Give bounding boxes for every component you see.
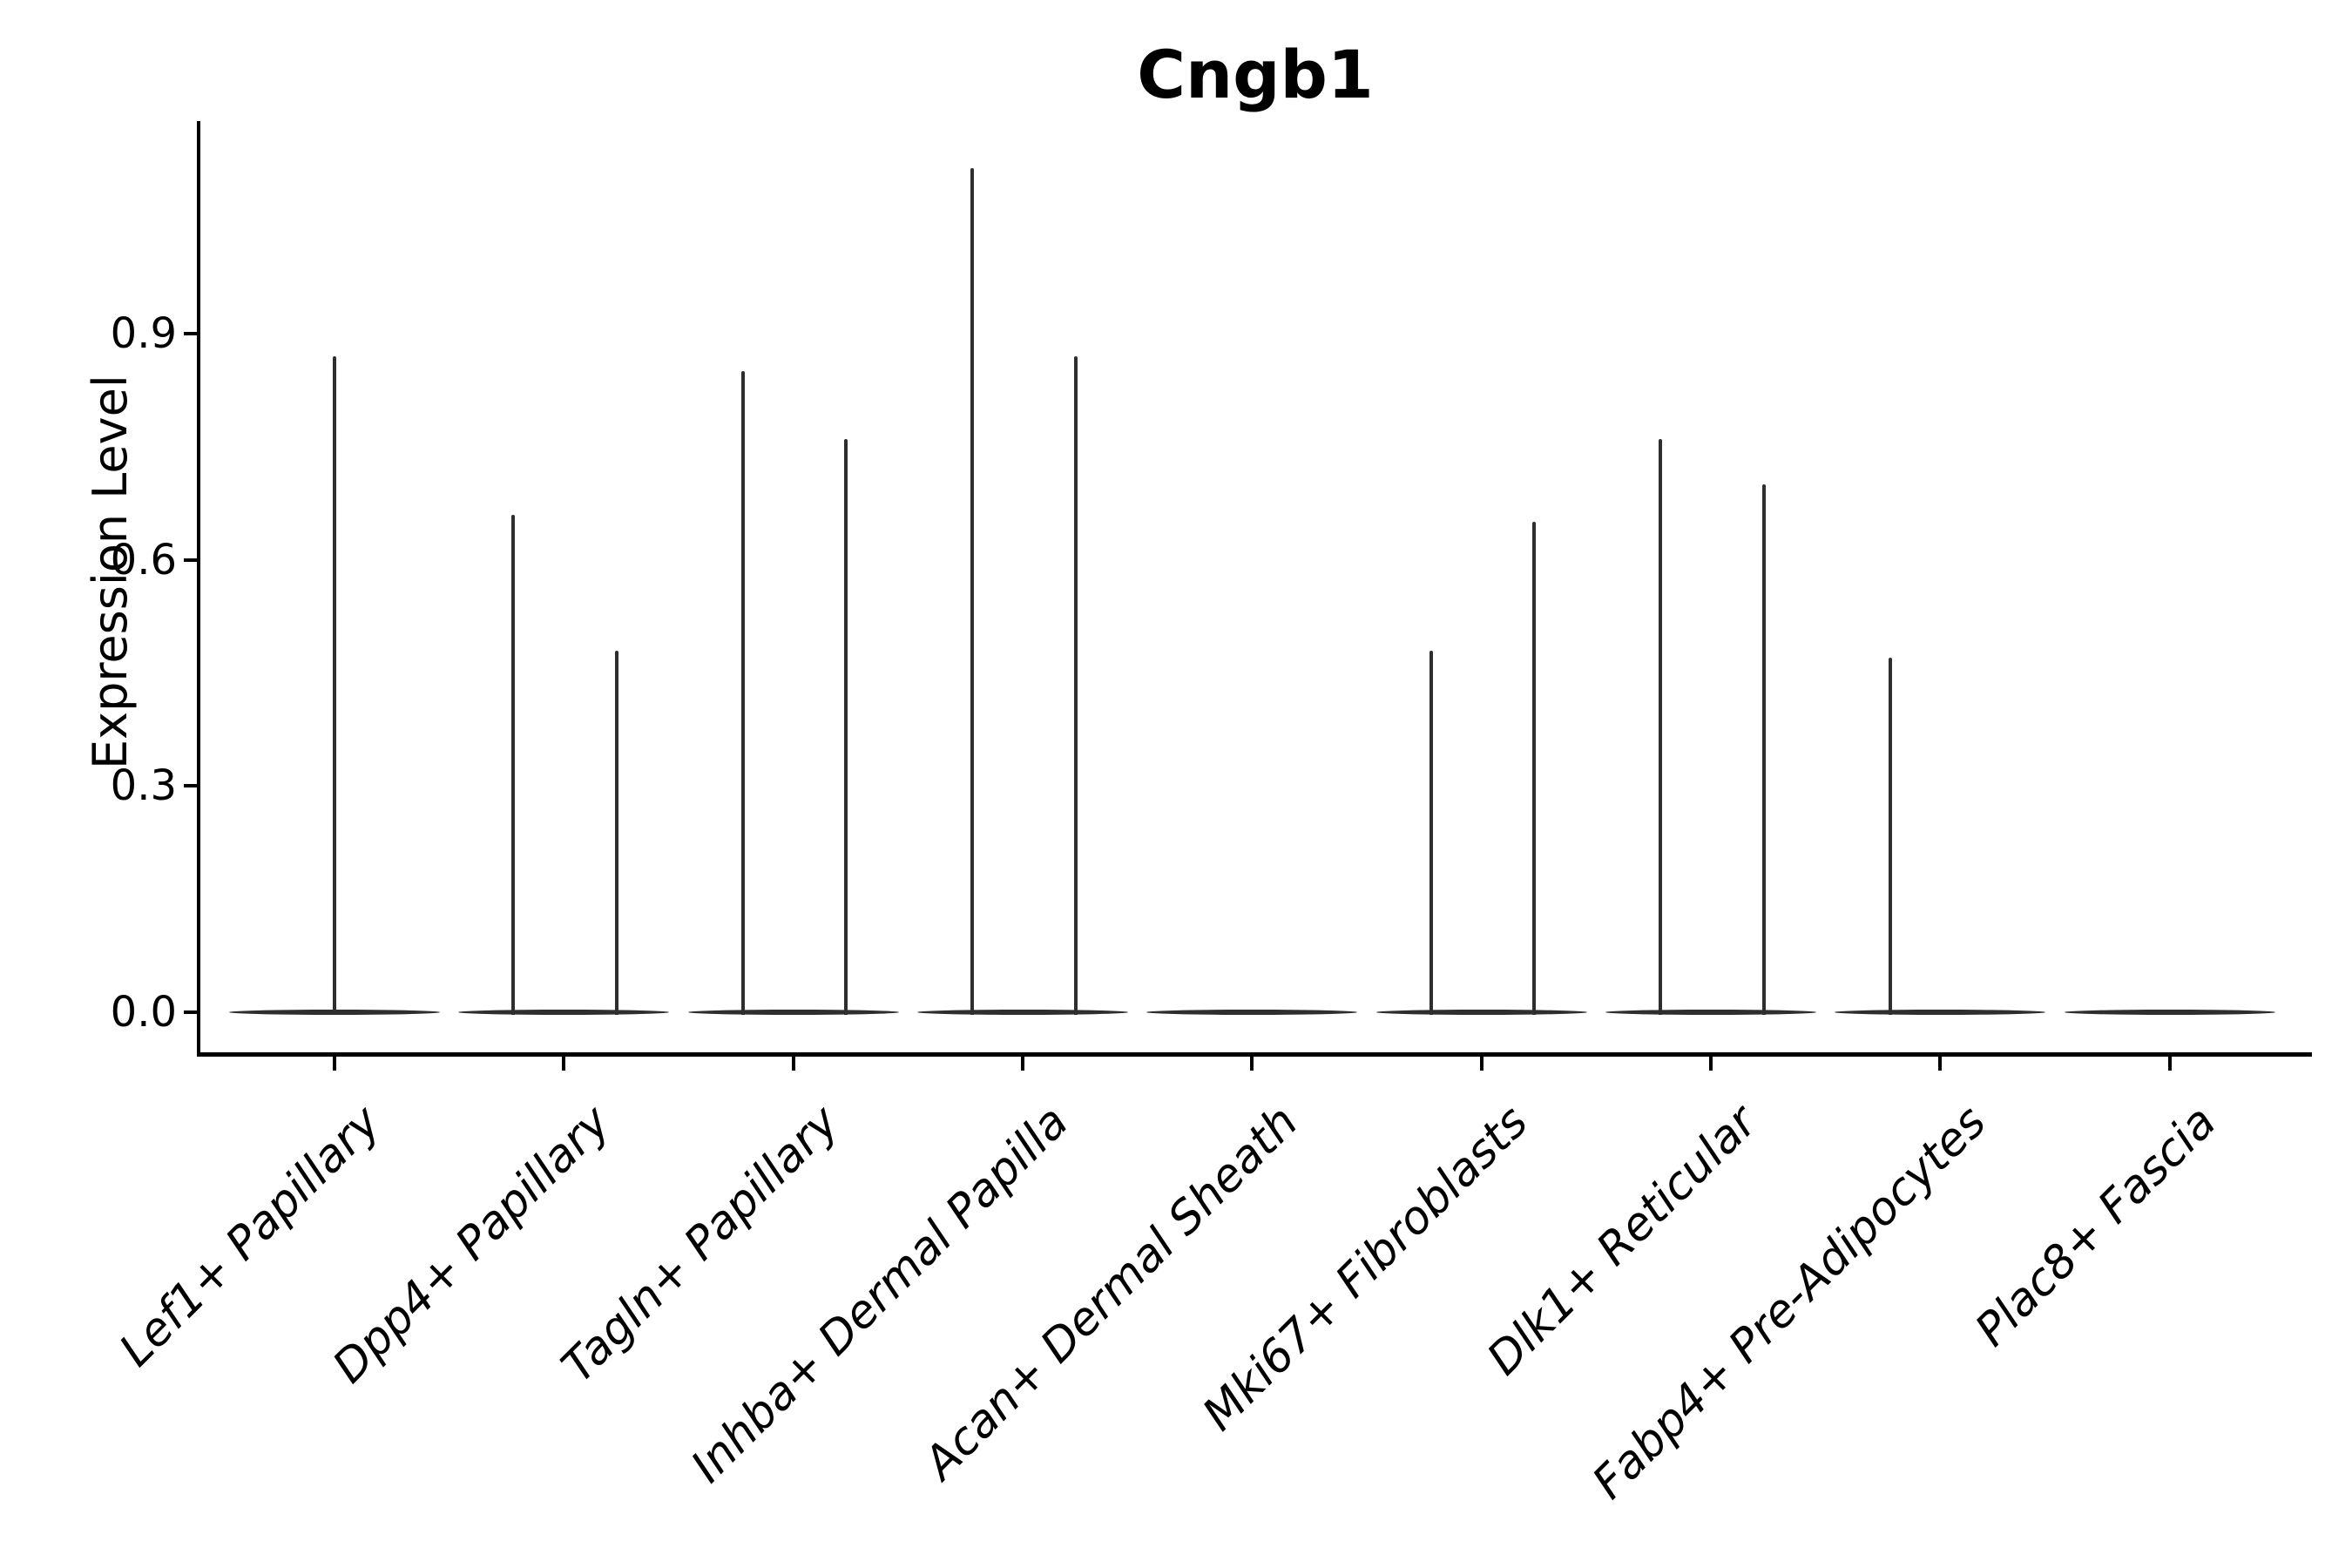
violin-spike — [1073, 355, 1078, 1015]
x-axis-spine — [197, 1052, 2312, 1057]
violin-body — [1605, 1010, 1817, 1015]
violin-body — [1835, 1010, 2046, 1015]
x-tick-label: Inhba+ Dermal Papilla — [681, 1096, 1079, 1493]
y-tick-label: 0.9 — [110, 308, 177, 358]
violin-body — [1146, 1010, 1358, 1015]
x-tick-label: Acan+ Dermal Sheath — [914, 1096, 1308, 1490]
violin-spike — [1532, 522, 1537, 1015]
violin-spike — [970, 167, 975, 1015]
violin-spike — [1888, 658, 1892, 1015]
x-tick-mark — [2167, 1056, 2172, 1071]
y-tick-mark — [184, 558, 199, 562]
y-tick-label: 0.3 — [110, 761, 177, 811]
x-tick-mark — [333, 1056, 336, 1071]
violin-spike — [844, 439, 848, 1015]
x-tick-mark — [1709, 1056, 1713, 1071]
y-axis-spine — [197, 121, 200, 1056]
x-tick-mark — [1250, 1056, 1254, 1071]
violin-spike — [1659, 439, 1663, 1015]
x-tick-mark — [1479, 1056, 1484, 1071]
violin-spike — [333, 355, 336, 1015]
x-tick-mark — [562, 1056, 566, 1071]
violin-spike — [614, 650, 618, 1015]
violin-body — [687, 1010, 899, 1015]
violin-spike — [740, 371, 745, 1015]
y-tick-mark — [184, 784, 199, 788]
y-tick-label: 0.0 — [110, 988, 177, 1037]
x-tick-mark — [1021, 1056, 1025, 1071]
y-tick-label: 0.6 — [110, 535, 177, 585]
chart-title: Cngb1 — [1137, 36, 1374, 113]
violin-body — [458, 1010, 670, 1015]
x-tick-label: Plac8+ Fascia — [1964, 1096, 2227, 1357]
violin-body — [917, 1010, 1129, 1015]
violin-spike — [1761, 484, 1766, 1015]
x-tick-label: Fabp4+ Pre-Adipocytes — [1583, 1096, 1997, 1510]
x-tick-mark — [791, 1056, 795, 1071]
y-tick-mark — [184, 331, 199, 335]
violin-spike — [511, 514, 516, 1015]
y-tick-mark — [184, 1010, 199, 1014]
violin-spike — [1429, 650, 1433, 1015]
x-tick-mark — [1938, 1056, 1943, 1071]
violin-body — [1375, 1010, 1587, 1015]
violin-body — [2064, 1010, 2275, 1015]
